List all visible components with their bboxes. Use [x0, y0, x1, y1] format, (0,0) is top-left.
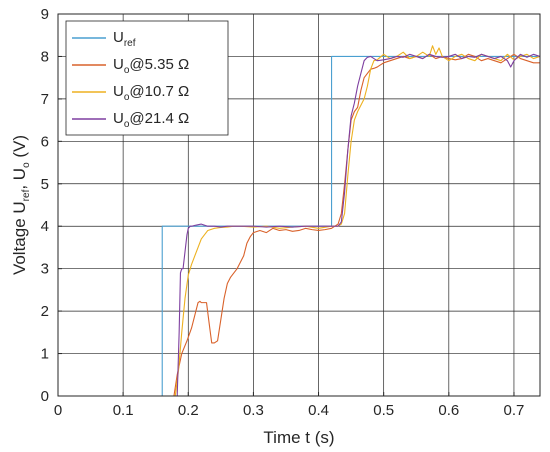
- x-axis-label: Time t (s): [263, 428, 334, 447]
- y-tick-label: 9: [41, 6, 49, 23]
- series-lines: [77, 45, 540, 396]
- legend-label-3: Uo@10.7 Ω: [113, 83, 189, 103]
- y-axis-label-mid: , U: [10, 168, 29, 190]
- y-tick-label: 6: [41, 133, 49, 150]
- x-tick-label: 0.7: [504, 402, 525, 419]
- y-axis-label-sub1: ref: [21, 189, 32, 201]
- x-tick-label: 0.2: [178, 402, 199, 419]
- legend-box: [65, 20, 229, 136]
- legend-label-2: Uo@5.35 Ω: [113, 56, 189, 76]
- y-axis-label: Voltage Uref, Uo (V): [10, 135, 32, 275]
- x-tick-label: 0.3: [243, 402, 264, 419]
- legend-label-1: Uref: [113, 29, 136, 49]
- x-axis-ticks: 0 0.1 0.2 0.3 0.4 0.5 0.6 0.7: [54, 392, 525, 419]
- series-line-3: [77, 45, 540, 396]
- y-tick-label: 1: [41, 346, 49, 363]
- y-axis-label-sub2: o: [21, 162, 32, 168]
- y-tick-label: 0: [41, 388, 49, 405]
- x-tick-label: 0.4: [308, 402, 329, 419]
- legend-label-4: Uo@21.4 Ω: [113, 110, 189, 130]
- plot-frame: [57, 13, 541, 397]
- y-tick-label: 7: [41, 91, 49, 108]
- x-tick-label: 0.1: [113, 402, 134, 419]
- y-tick-label: 5: [41, 176, 49, 193]
- y-tick-label: 3: [41, 261, 49, 278]
- y-tick-label: 4: [41, 218, 49, 235]
- x-tick-label: 0.5: [373, 402, 394, 419]
- y-tick-label: 2: [41, 303, 49, 320]
- x-tick-label: 0.6: [438, 402, 459, 419]
- legend: Uref Uo@5.35 Ω Uo@10.7 Ω Uo@21.4 Ω: [65, 20, 229, 136]
- series-line-4: [77, 53, 540, 396]
- y-axis-label-unit: (V): [10, 135, 29, 162]
- y-axis-ticks: 0 1 2 3 4 5 6 7 8 9: [41, 6, 62, 405]
- x-tick-label: 0: [54, 402, 62, 419]
- y-tick-label: 8: [41, 48, 49, 65]
- y-axis-label-main: Voltage U: [10, 201, 29, 275]
